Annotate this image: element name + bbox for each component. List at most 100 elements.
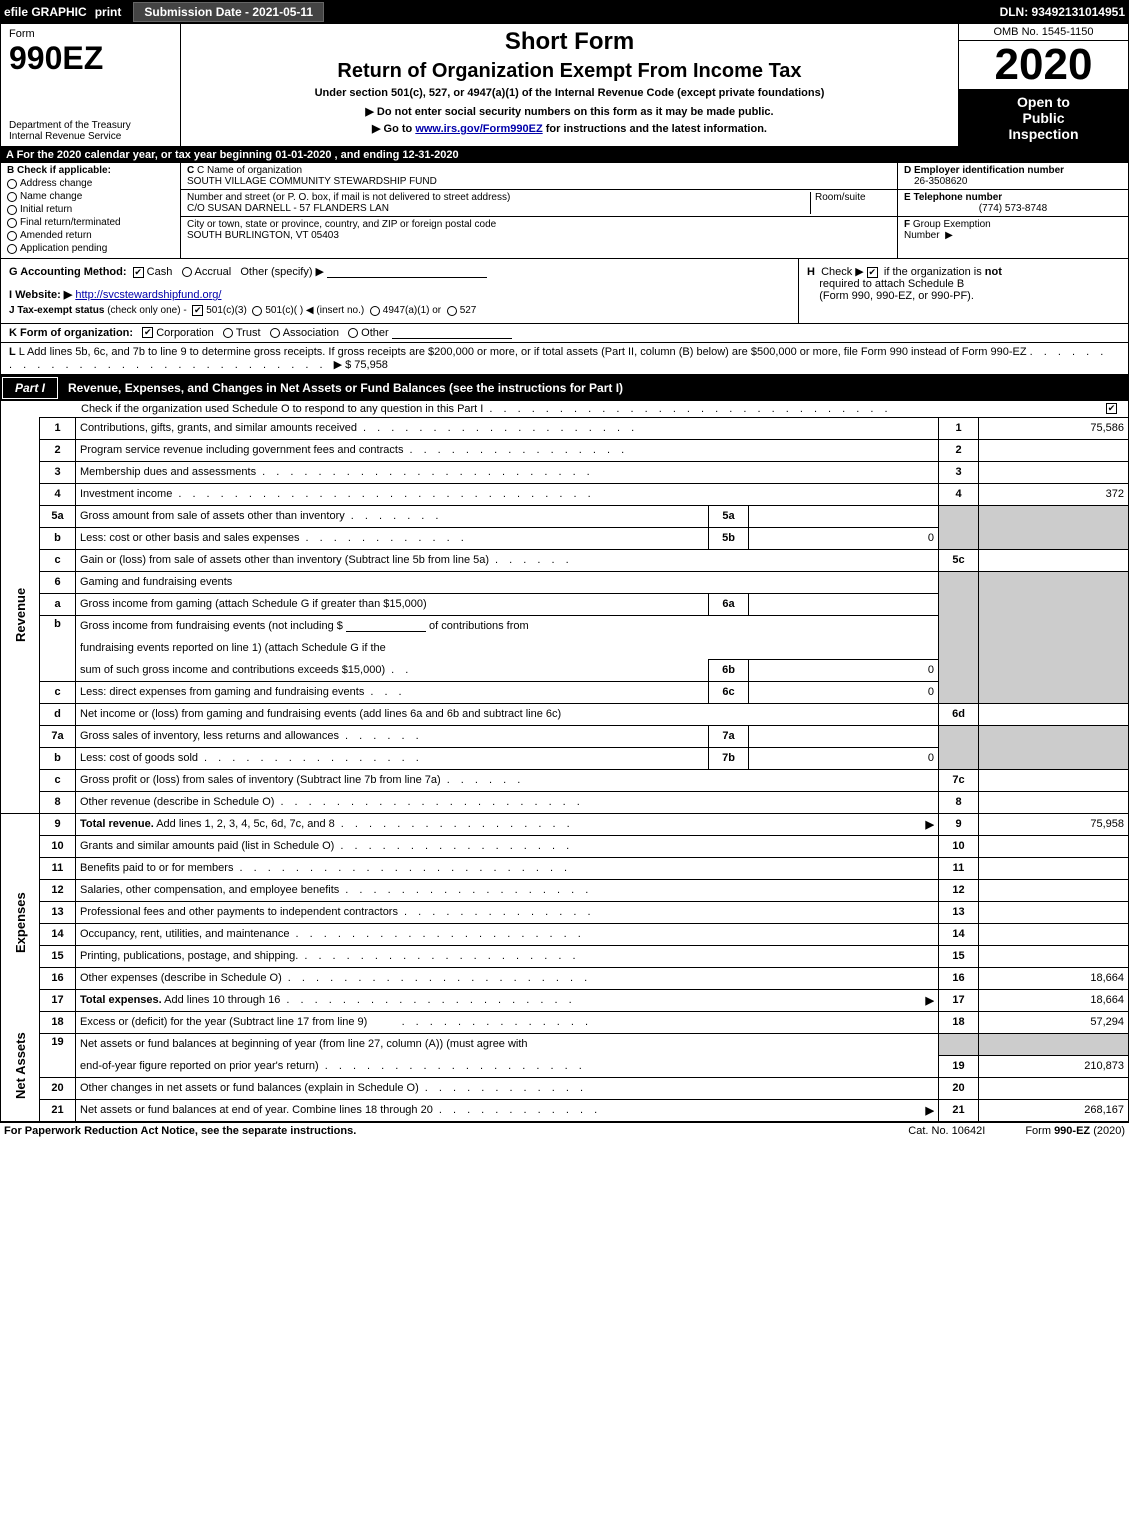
print-button[interactable]: print — [95, 5, 122, 19]
cb-other-org[interactable] — [348, 328, 358, 338]
under-section-text: Under section 501(c), 527, or 4947(a)(1)… — [189, 87, 950, 99]
section-bcdef: B Check if applicable: Address change Na… — [0, 163, 1129, 259]
efile-label: efile GRAPHIC — [4, 5, 87, 19]
phone-value: (774) 573-8748 — [904, 203, 1122, 214]
irs-label: Internal Revenue Service — [9, 131, 121, 142]
value-line-5a — [749, 505, 939, 527]
cb-schedule-o-part1[interactable] — [1106, 403, 1117, 414]
value-line-7c — [979, 769, 1129, 791]
value-line-7a — [749, 725, 939, 747]
cb-527[interactable] — [447, 306, 457, 316]
cb-name-change[interactable]: Name change — [7, 191, 174, 202]
section-ghij: G Accounting Method: Cash Accrual Other … — [0, 259, 1129, 323]
cb-501c3[interactable] — [192, 305, 203, 316]
line-l: L L Add lines 5b, 6c, and 7b to line 9 t… — [0, 343, 1129, 375]
street-row: Number and street (or P. O. box, if mail… — [181, 190, 897, 217]
value-line-3 — [979, 461, 1129, 483]
part-1-subtitle: Check if the organization used Schedule … — [0, 401, 1129, 417]
header-left: Form 990EZ Department of the Treasury In… — [1, 24, 181, 146]
value-line-21: 268,167 — [979, 1099, 1129, 1121]
irs-link[interactable]: www.irs.gov/Form990EZ — [415, 123, 542, 135]
line-g: G Accounting Method: Cash Accrual Other … — [9, 265, 790, 278]
tax-year: 2020 — [959, 41, 1128, 90]
cb-application-pending[interactable]: Application pending — [7, 243, 174, 254]
form-label: Form — [9, 28, 172, 40]
open-public-1: Open to — [963, 94, 1124, 110]
header-center: Short Form Return of Organization Exempt… — [181, 24, 958, 146]
ein-value: 26-3508620 — [904, 176, 967, 187]
value-line-13 — [979, 901, 1129, 923]
cb-initial-return[interactable]: Initial return — [7, 204, 174, 215]
line-j: J Tax-exempt status (check only one) - 5… — [9, 305, 790, 316]
value-line-17: 18,664 — [979, 989, 1129, 1011]
cb-cash[interactable] — [133, 267, 144, 278]
value-line-5c — [979, 549, 1129, 571]
side-label-revenue: Revenue — [1, 417, 40, 813]
short-form-title: Short Form — [189, 28, 950, 56]
value-line-18: 57,294 — [979, 1011, 1129, 1033]
cb-address-change[interactable]: Address change — [7, 178, 174, 189]
value-line-1: 75,586 — [979, 417, 1129, 439]
cb-association[interactable] — [270, 328, 280, 338]
col-b-title: B Check if applicable: — [7, 165, 111, 176]
cb-accrual[interactable] — [182, 267, 192, 277]
value-line-8 — [979, 791, 1129, 813]
ssn-warning: ▶ Do not enter social security numbers o… — [189, 105, 950, 118]
phone-row: E Telephone number (774) 573-8748 — [898, 190, 1128, 217]
value-line-14 — [979, 923, 1129, 945]
dln-label: DLN: 93492131014951 — [1000, 5, 1125, 19]
form-header: Form 990EZ Department of the Treasury In… — [0, 24, 1129, 147]
ghij-left: G Accounting Method: Cash Accrual Other … — [1, 259, 798, 322]
value-line-11 — [979, 857, 1129, 879]
value-line-5b: 0 — [749, 527, 939, 549]
department-label: Department of the Treasury Internal Reve… — [9, 100, 172, 142]
phone-label: E Telephone number — [904, 192, 1002, 203]
city-state-zip: SOUTH BURLINGTON, VT 05403 — [187, 230, 339, 241]
paperwork-notice: For Paperwork Reduction Act Notice, see … — [4, 1125, 356, 1137]
page-footer: For Paperwork Reduction Act Notice, see … — [0, 1122, 1129, 1139]
website-link[interactable]: http://svcstewardshipfund.org/ — [75, 289, 221, 301]
line-l-amount: ▶ $ 75,958 — [334, 359, 388, 371]
open-to-public: Open to Public Inspection — [959, 90, 1128, 146]
cb-4947[interactable] — [370, 306, 380, 316]
part-1-table: Revenue 1 Contributions, gifts, grants, … — [0, 417, 1129, 1122]
ein-row: D Employer identification number 26-3508… — [898, 163, 1128, 190]
cb-corporation[interactable] — [142, 327, 153, 338]
street-label: Number and street (or P. O. box, if mail… — [187, 192, 510, 203]
city-row: City or town, state or province, country… — [181, 217, 897, 243]
line-l-text: L Add lines 5b, 6c, and 7b to line 9 to … — [19, 346, 1027, 358]
catalog-number: Cat. No. 10642I — [908, 1125, 985, 1137]
line-a-tax-year: A For the 2020 calendar year, or tax yea… — [0, 147, 1129, 163]
form-title: Return of Organization Exempt From Incom… — [189, 60, 950, 83]
part-1-label: Part I — [2, 377, 58, 399]
open-public-2: Public — [963, 110, 1124, 126]
cb-final-return[interactable]: Final return/terminated — [7, 217, 174, 228]
line-i: I Website: ▶ http://svcstewardshipfund.o… — [9, 288, 790, 301]
value-line-12 — [979, 879, 1129, 901]
ein-label: D Employer identification number — [904, 165, 1064, 176]
omb-number: OMB No. 1545-1150 — [959, 24, 1128, 41]
value-line-6c: 0 — [749, 681, 939, 703]
open-public-3: Inspection — [963, 126, 1124, 142]
cb-trust[interactable] — [223, 328, 233, 338]
value-line-2 — [979, 439, 1129, 461]
cb-amended-return[interactable]: Amended return — [7, 230, 174, 241]
part-1-title: Revenue, Expenses, and Changes in Net As… — [60, 381, 623, 395]
city-label: City or town, state or province, country… — [187, 219, 496, 230]
value-line-10 — [979, 835, 1129, 857]
value-line-6a — [749, 593, 939, 615]
value-line-15 — [979, 945, 1129, 967]
form-footer-label: Form 990-EZ (2020) — [1025, 1125, 1125, 1137]
org-name-row: C C Name of organization SOUTH VILLAGE C… — [181, 163, 897, 190]
side-label-expenses: Expenses — [1, 835, 40, 1011]
value-line-6d — [979, 703, 1129, 725]
cb-501c[interactable] — [252, 306, 262, 316]
cb-schedule-b[interactable] — [867, 267, 878, 278]
value-line-6b: 0 — [749, 659, 939, 681]
form-number: 990EZ — [9, 42, 172, 74]
value-line-4: 372 — [979, 483, 1129, 505]
value-line-20 — [979, 1077, 1129, 1099]
header-right: OMB No. 1545-1150 2020 Open to Public In… — [958, 24, 1128, 146]
value-line-9: 75,958 — [979, 813, 1129, 835]
group-exemption-row: F Group ExemptionNumber ▶ — [898, 217, 1128, 258]
